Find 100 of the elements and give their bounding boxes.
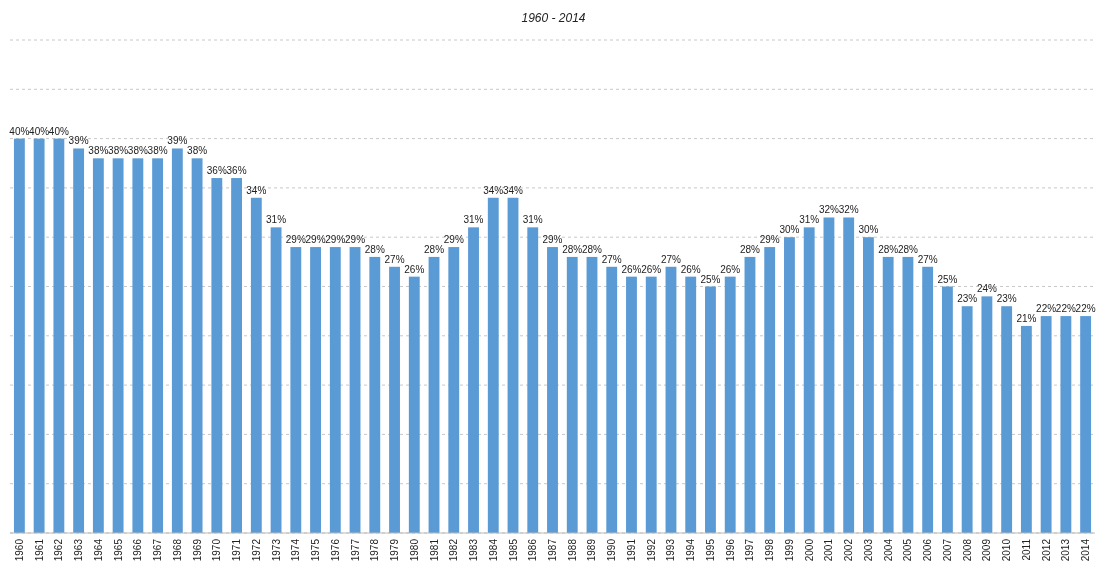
bar: [922, 266, 934, 533]
x-tick-label: 1964: [92, 538, 104, 562]
x-tick-label: 1997: [744, 538, 756, 562]
data-label: 28%: [739, 243, 761, 255]
bar: [685, 276, 697, 533]
bar: [132, 158, 144, 533]
bar: [744, 256, 756, 533]
bar: [981, 296, 993, 533]
data-label: 38%: [187, 145, 208, 157]
x-tick-label: 1986: [527, 538, 539, 562]
x-tick-label: 2000: [803, 538, 815, 562]
data-label: 27%: [601, 253, 622, 265]
bar: [33, 138, 45, 533]
data-label: 28%: [878, 243, 899, 255]
data-label: 38%: [147, 145, 168, 157]
data-label: 22%: [1036, 303, 1057, 315]
x-tick-label: 1976: [329, 538, 341, 562]
x-tick-label: 1961: [33, 538, 45, 562]
x-tick-label: 1967: [152, 538, 164, 562]
data-label: 38%: [108, 145, 129, 157]
data-label: 22%: [1075, 303, 1096, 315]
data-label: 31%: [463, 214, 484, 226]
x-tick-label: 1989: [586, 538, 598, 562]
x-tick-label: 1998: [764, 538, 776, 562]
bar: [92, 158, 104, 533]
data-label: 26%: [621, 263, 642, 275]
bar: [369, 256, 381, 533]
data-label: 30%: [779, 224, 800, 236]
bar: [527, 227, 539, 533]
x-tick-label: 1990: [606, 538, 618, 562]
x-tick-label: 1991: [625, 538, 637, 562]
data-label: 32%: [818, 204, 840, 216]
data-label: 27%: [384, 253, 405, 265]
data-label: 32%: [838, 204, 859, 216]
data-label: 31%: [522, 214, 543, 226]
x-tick-label: 1993: [665, 538, 677, 562]
data-label: 28%: [562, 243, 583, 255]
data-label: 40%: [29, 125, 50, 137]
data-label: 28%: [424, 243, 445, 255]
x-tick-label: 2014: [1080, 538, 1092, 562]
x-tick-label: 1984: [487, 538, 499, 562]
chart-title: 1960 - 2014: [521, 11, 586, 25]
bar: [902, 256, 914, 533]
data-label: 30%: [858, 224, 879, 236]
x-tick-label: 1960: [13, 538, 25, 562]
bar: [586, 256, 598, 533]
bar: [961, 306, 973, 533]
bar: [250, 197, 262, 533]
x-tick-label: 1982: [448, 538, 460, 562]
x-tick-label: 2011: [1020, 538, 1032, 561]
bar: [862, 237, 874, 533]
x-tick-label: 2010: [1001, 538, 1013, 562]
x-tick-label: 1966: [132, 538, 144, 562]
bar: [645, 276, 657, 533]
x-tick-label: 1968: [171, 538, 183, 562]
x-tick-label: 1995: [704, 538, 716, 562]
bar: [1001, 306, 1013, 533]
bar: [784, 237, 795, 533]
x-tick-label: 2004: [882, 538, 894, 562]
x-tick-label: 1999: [783, 538, 795, 562]
x-tick-label: 2003: [862, 538, 874, 562]
x-tick-label: 1969: [191, 538, 203, 562]
x-tick-label: 1977: [349, 538, 361, 562]
x-tick-label: 1962: [53, 538, 65, 562]
data-label: 21%: [1016, 312, 1037, 324]
bar: [231, 178, 243, 533]
bar: [823, 217, 835, 533]
data-label: 29%: [285, 234, 306, 246]
data-label: 36%: [226, 165, 247, 177]
x-tick-label: 1963: [73, 538, 85, 562]
data-label: 31%: [799, 214, 820, 226]
bar: [73, 148, 85, 533]
x-tick-label: 1983: [468, 538, 480, 562]
bar: [803, 227, 815, 533]
data-label: 34%: [483, 184, 504, 196]
data-label: 31%: [266, 214, 287, 226]
data-label: 24%: [976, 283, 998, 295]
data-label: 28%: [364, 243, 385, 255]
bar: [408, 276, 420, 533]
x-tick-label: 1980: [408, 538, 420, 562]
bar: [13, 138, 25, 533]
x-tick-label: 2012: [1040, 538, 1052, 562]
x-tick-label: 2013: [1060, 538, 1072, 562]
x-tick-label: 1978: [369, 538, 381, 562]
bar: [705, 286, 716, 533]
data-label: 26%: [641, 263, 662, 275]
bar: [566, 256, 578, 533]
x-tick-label: 2009: [981, 538, 993, 562]
x-tick-label: 1988: [566, 538, 578, 562]
data-label: 38%: [127, 145, 148, 157]
bar: [468, 227, 479, 533]
x-tick-label: 2001: [823, 538, 835, 562]
x-tick-label: 2007: [941, 538, 953, 562]
data-label: 23%: [996, 293, 1017, 305]
x-tick-label: 1992: [645, 538, 657, 562]
bar: [1080, 316, 1092, 533]
x-tick-label: 1972: [250, 538, 262, 562]
data-label: 29%: [325, 234, 346, 246]
bar: [487, 197, 499, 533]
bar: [389, 266, 400, 533]
